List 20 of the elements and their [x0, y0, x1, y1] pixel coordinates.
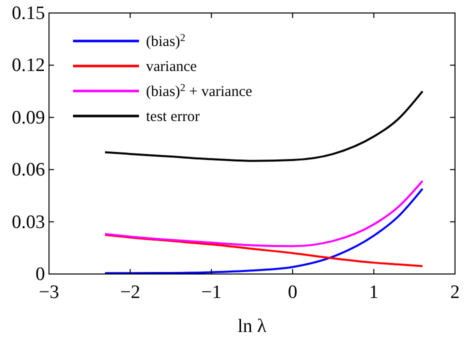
x-tick-label: −3	[38, 282, 60, 303]
x-tick-label: −1	[201, 282, 222, 303]
line-series	[104, 180, 424, 248]
x-axis-title: ln λ	[238, 316, 268, 337]
x-tick-label: 1	[369, 282, 379, 303]
legend-label: (bias)$^{2}$	[146, 32, 186, 50]
y-tick-label: 0.06	[12, 160, 45, 181]
y-tick-label: 0	[36, 264, 45, 285]
y-tick-label: 0.12	[12, 55, 45, 76]
legend-label: (bias)$^{2}$ + variance	[146, 82, 252, 100]
x-tick-label: 0	[288, 282, 298, 303]
y-tick-label: 0.03	[12, 212, 45, 233]
legend-label: test error	[146, 109, 200, 125]
y-tick-label: 0.09	[12, 107, 45, 128]
y-tick-label: 0.15	[12, 3, 45, 24]
line-series	[104, 234, 424, 268]
legend-label: variance	[146, 59, 198, 75]
x-tick-label: −2	[120, 282, 140, 303]
x-tick-label: 2	[450, 282, 460, 303]
line-series	[104, 188, 424, 274]
